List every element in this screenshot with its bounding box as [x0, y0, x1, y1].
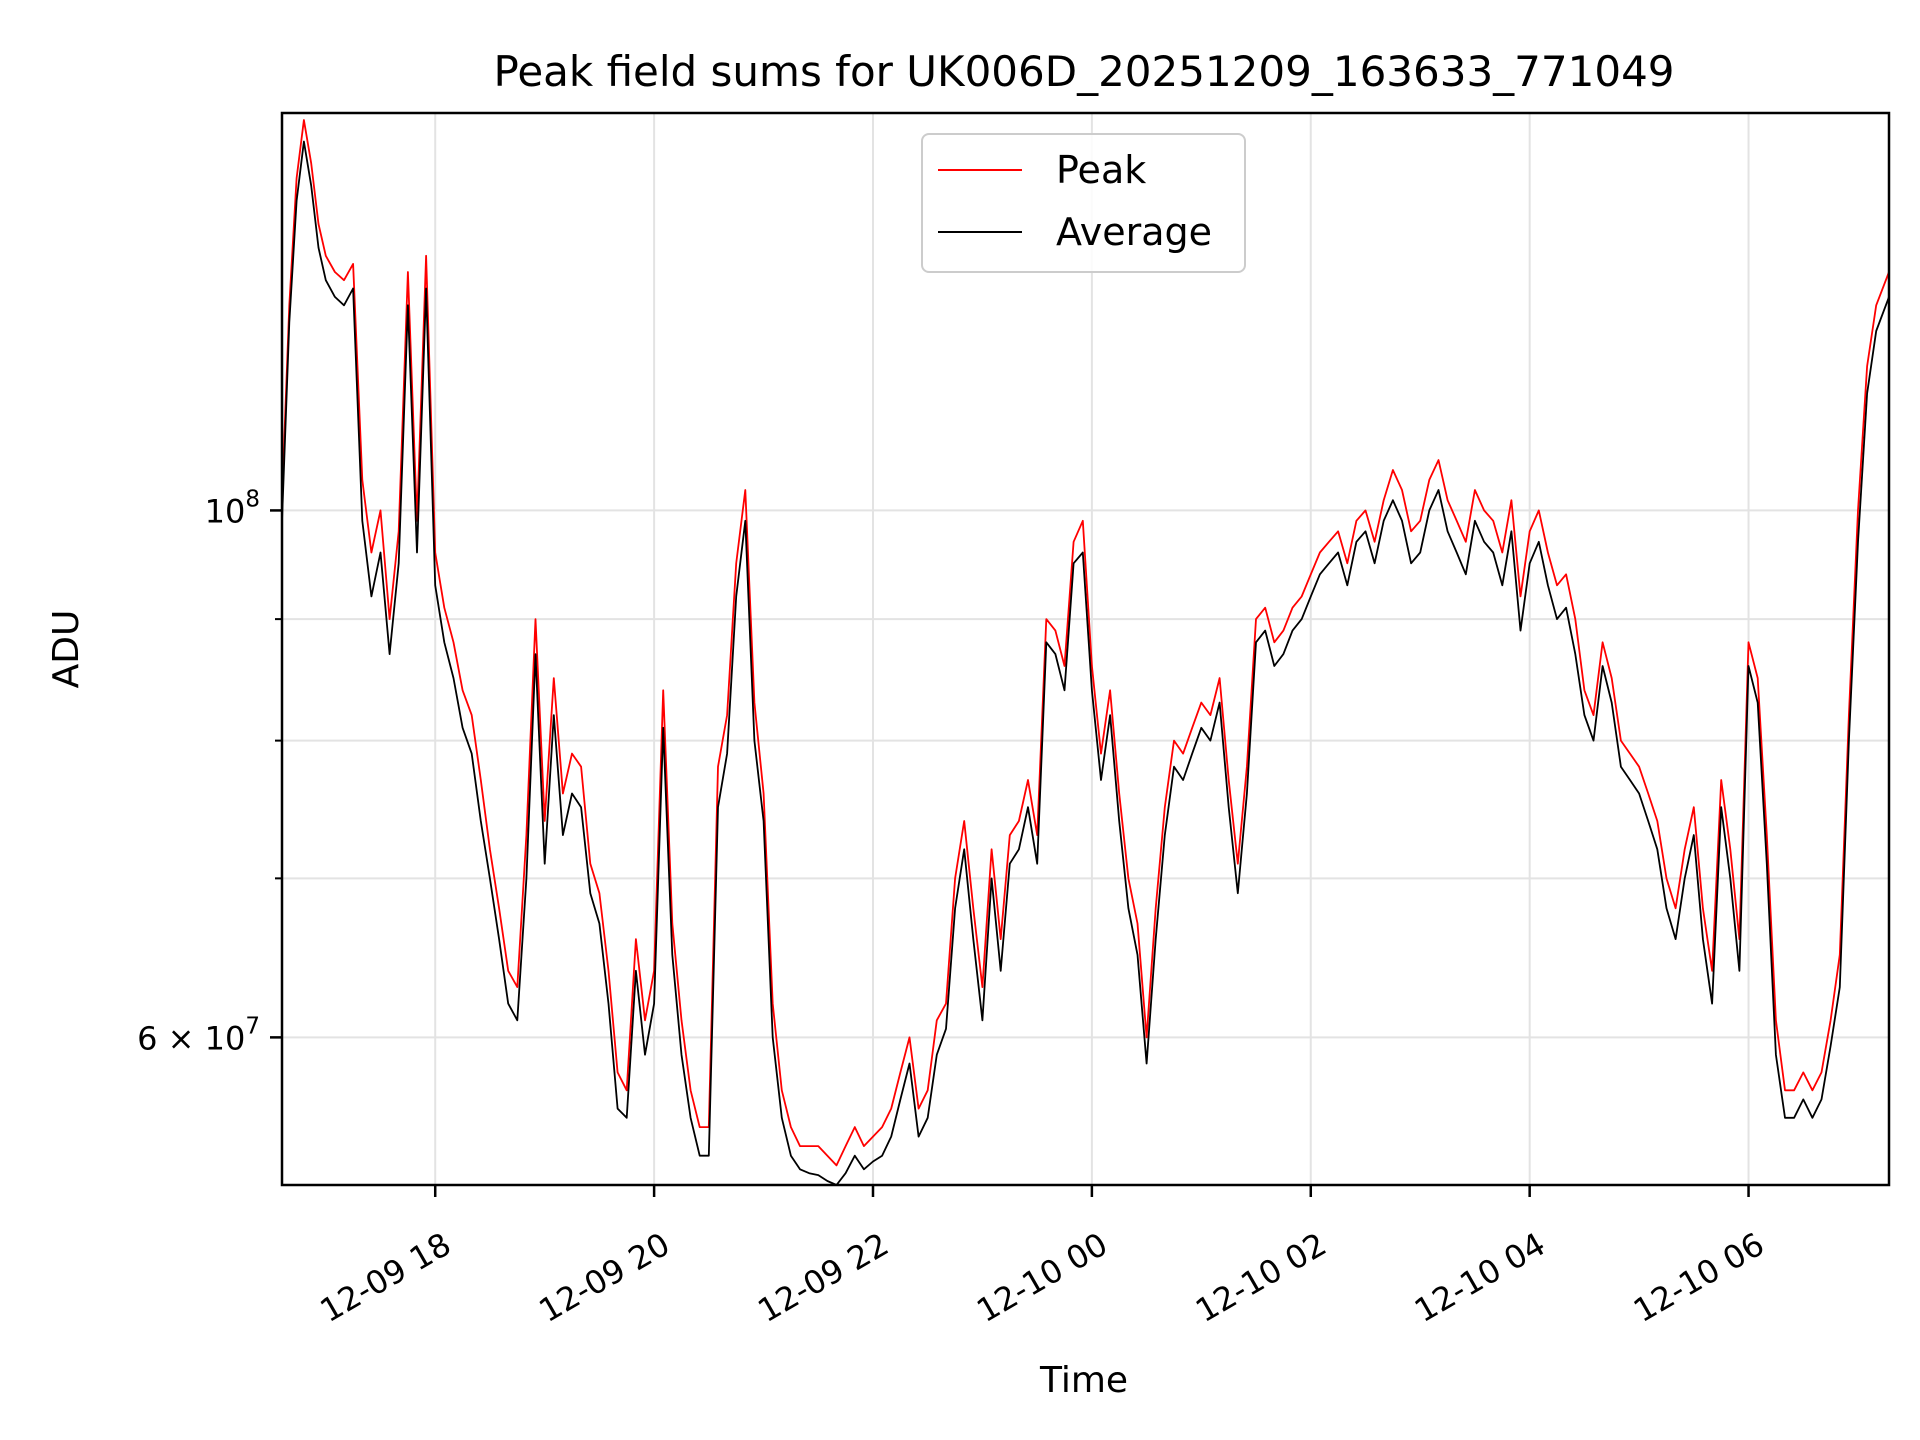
chart-title: Peak field sums for UK006D_20251209_1636…	[493, 47, 1674, 96]
legend: Peak Average	[921, 133, 1246, 273]
x-axis-label: Time	[1039, 1360, 1128, 1401]
legend-box	[921, 133, 1246, 273]
y-axis-label: ADU	[46, 610, 87, 689]
series-line-peak	[282, 119, 1889, 1167]
series-line-average	[282, 140, 1889, 1185]
legend-label-peak: Peak	[1056, 148, 1146, 192]
series-layer	[282, 119, 1889, 1185]
y-tick-label: 6 × 107	[137, 1013, 260, 1057]
plot-frame	[280, 111, 1891, 1187]
y-tick-label: 108	[205, 486, 260, 530]
legend-label-average: Average	[1056, 210, 1212, 254]
y-axis: 108 6 × 107	[137, 486, 282, 1057]
